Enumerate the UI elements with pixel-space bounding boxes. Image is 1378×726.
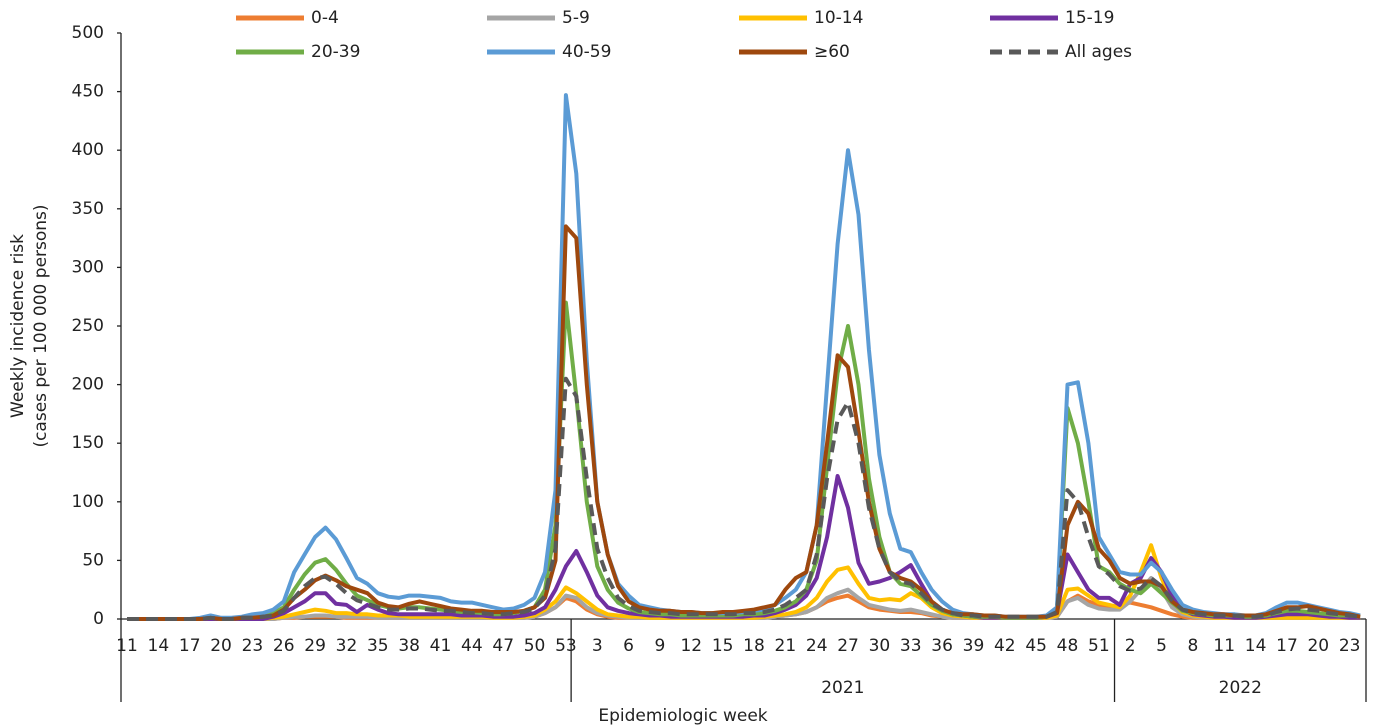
y-axis-title: (cases per 100 000 persons): [31, 204, 51, 447]
x-tick-label: 24: [806, 636, 828, 656]
y-tick-label: 0: [93, 609, 104, 629]
x-tick-label: 41: [430, 636, 452, 656]
x-tick-label: 9: [655, 636, 666, 656]
x-tick-label: 20: [1307, 636, 1329, 656]
x-tick-label: 23: [242, 636, 264, 656]
y-tick-label: 450: [72, 82, 104, 102]
y-tick-label: 250: [72, 316, 104, 336]
legend-label: 10-14: [814, 8, 863, 28]
series-line: [127, 474, 1361, 621]
x-tick-label: 51: [1088, 636, 1110, 656]
x-tick-label: 23: [1339, 636, 1361, 656]
x-tick-label: 44: [461, 636, 483, 656]
y-tick-label: 50: [82, 550, 104, 570]
legend-label: 20-39: [311, 42, 360, 62]
legend-label: All ages: [1065, 42, 1132, 62]
x-tick-label: 17: [1276, 636, 1298, 656]
x-tick-label: 8: [1187, 636, 1198, 656]
x-tick-label: 27: [837, 636, 859, 656]
y-tick-label: 300: [72, 257, 104, 277]
x-tick-label: 11: [116, 636, 138, 656]
year-label: 2022: [1219, 678, 1262, 698]
x-tick-label: 11: [1213, 636, 1235, 656]
x-tick-label: 36: [931, 636, 953, 656]
x-axis-title: Epidemiologic week: [598, 706, 767, 726]
x-tick-label: 53: [555, 636, 577, 656]
y-tick-label: 350: [72, 199, 104, 219]
x-tick-label: 48: [1057, 636, 1079, 656]
y-axis-title: Weekly incidence risk: [8, 234, 28, 418]
series-line: [127, 376, 1361, 621]
y-tick-label: 150: [72, 433, 104, 453]
x-tick-label: 2: [1125, 636, 1136, 656]
y-tick-label: 100: [72, 492, 104, 512]
y-tick-label: 200: [72, 375, 104, 395]
x-tick-label: 15: [712, 636, 734, 656]
y-tick-label: 500: [72, 23, 104, 43]
legend-label: 0-4: [311, 8, 339, 28]
x-tick-label: 38: [398, 636, 420, 656]
x-tick-label: 14: [148, 636, 170, 656]
x-tick-label: 39: [963, 636, 985, 656]
x-tick-label: 42: [994, 636, 1016, 656]
x-tick-label: 21: [775, 636, 797, 656]
series-line: [127, 300, 1361, 621]
y-tick-label: 400: [72, 140, 104, 160]
x-tick-label: 47: [492, 636, 514, 656]
x-tick-label: 32: [336, 636, 358, 656]
x-tick-label: 17: [179, 636, 201, 656]
x-tick-label: 35: [367, 636, 389, 656]
legend-label: 40-59: [562, 42, 611, 62]
x-tick-label: 29: [304, 636, 326, 656]
x-tick-label: 3: [592, 636, 603, 656]
series-line: [127, 93, 1361, 621]
year-label: 2021: [821, 678, 864, 698]
x-tick-label: 33: [900, 636, 922, 656]
series-line: [127, 224, 1361, 621]
x-tick-label: 50: [524, 636, 546, 656]
x-tick-label: 20: [210, 636, 232, 656]
legend-label: ≥60: [814, 42, 850, 62]
x-tick-label: 12: [680, 636, 702, 656]
legend-label: 15-19: [1065, 8, 1114, 28]
x-tick-label: 5: [1156, 636, 1167, 656]
x-tick-label: 6: [623, 636, 634, 656]
x-tick-label: 45: [1025, 636, 1047, 656]
x-tick-label: 26: [273, 636, 295, 656]
x-tick-label: 14: [1245, 636, 1267, 656]
x-tick-label: 18: [743, 636, 765, 656]
legend-label: 5-9: [562, 8, 590, 28]
x-tick-label: 30: [869, 636, 891, 656]
